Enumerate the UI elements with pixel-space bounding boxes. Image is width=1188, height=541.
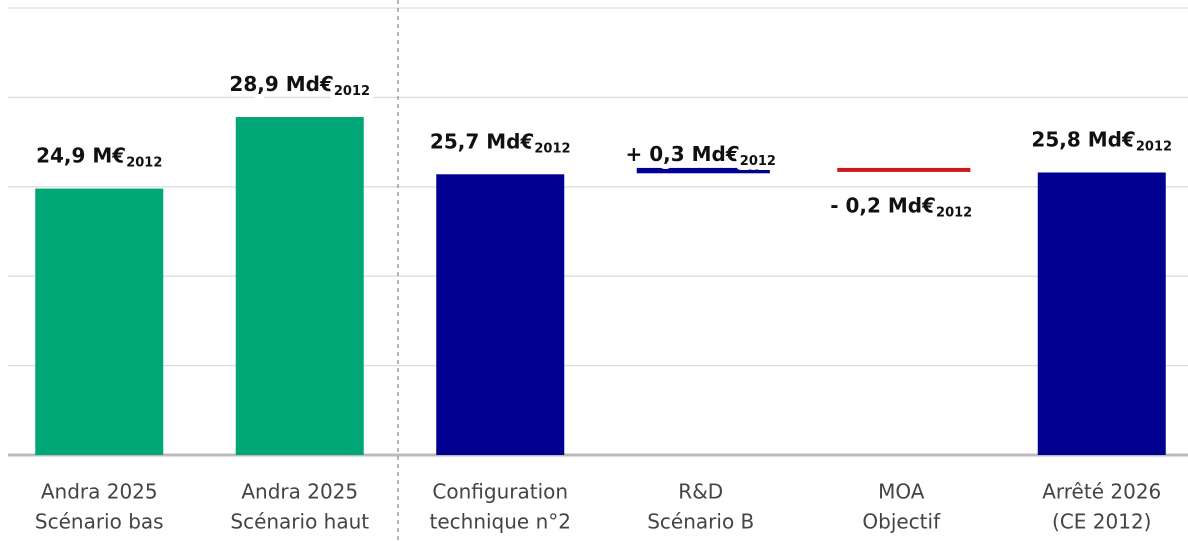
- value-label-subscript: 2012: [740, 153, 776, 168]
- x-tick-label: Configuration: [432, 480, 568, 504]
- bar: [436, 174, 565, 455]
- x-tick-label: Andra 2025: [241, 480, 358, 504]
- x-tick-label: technique n°2: [430, 510, 571, 534]
- x-tick-label: Arrêté 2026: [1042, 480, 1161, 504]
- value-label: 24,9 M€2012: [36, 143, 162, 170]
- value-label-subscript: 2012: [334, 84, 370, 99]
- value-label-subscript: 2012: [126, 155, 162, 170]
- x-tick-label: Scénario bas: [35, 510, 164, 534]
- x-tick-label: Objectif: [862, 510, 941, 534]
- value-label-text: 24,9 M€: [36, 143, 126, 167]
- x-tick-label: Scénario B: [647, 510, 754, 534]
- bar: [35, 188, 164, 455]
- value-label-subscript: 2012: [936, 205, 972, 220]
- x-tick-label: Scénario haut: [230, 510, 369, 534]
- delta-bar: [837, 167, 971, 172]
- x-tick-label: MOA: [878, 480, 925, 504]
- x-tick-label: Andra 2025: [41, 480, 158, 504]
- x-tick-label: R&D: [678, 480, 723, 504]
- value-label: 25,7 Md€2012: [430, 129, 571, 156]
- value-label: 25,8 Md€2012: [1031, 127, 1172, 154]
- value-label-text: 28,9 Md€: [229, 72, 333, 96]
- value-label-text: + 0,3 Md€: [626, 141, 740, 165]
- bar: [235, 117, 364, 456]
- bar: [1037, 172, 1166, 455]
- value-label: - 0,2 Md€2012: [830, 193, 972, 220]
- value-label: + 0,3 Md€2012: [626, 141, 776, 168]
- value-label-subscript: 2012: [534, 141, 570, 156]
- x-tick-label: (CE 2012): [1052, 510, 1151, 534]
- value-label-text: - 0,2 Md€: [830, 193, 936, 217]
- value-label-text: 25,8 Md€: [1031, 127, 1135, 151]
- value-label-subscript: 2012: [1136, 139, 1172, 154]
- value-label-text: 25,7 Md€: [430, 129, 534, 153]
- delta-bar: [636, 167, 770, 174]
- value-label: 28,9 Md€2012: [229, 72, 370, 99]
